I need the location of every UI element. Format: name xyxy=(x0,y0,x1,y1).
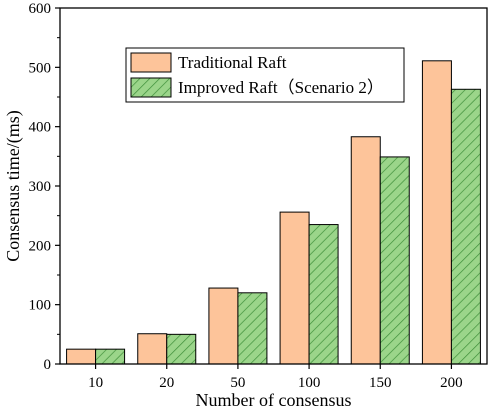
legend: Traditional Raft Improved Raft（Scenario … xyxy=(125,47,405,103)
y-tick-label-0: 0 xyxy=(44,357,52,373)
x-axis: 10 20 50 100 150 200 xyxy=(88,364,463,391)
bar-traditional-10 xyxy=(66,348,97,365)
y-tick-label-400: 400 xyxy=(29,120,52,136)
x-tick-label-10: 10 xyxy=(88,375,103,391)
y-axis: 0 100 200 300 400 500 600 xyxy=(29,1,60,373)
y-tick-label-500: 500 xyxy=(29,60,52,76)
legend-swatch-traditional xyxy=(130,52,172,73)
bar-improved-100 xyxy=(308,224,339,365)
y-tick-label-200: 200 xyxy=(29,238,52,254)
y-tick-label-300: 300 xyxy=(29,179,52,195)
y-axis-title: Consensus time/(ms) xyxy=(3,110,24,262)
bar-traditional-150 xyxy=(350,136,381,365)
bar-improved-200 xyxy=(450,88,481,365)
legend-box xyxy=(125,47,405,103)
x-tick-label-20: 20 xyxy=(159,375,174,391)
bar-traditional-200 xyxy=(421,60,452,365)
x-tick-label-100: 100 xyxy=(298,375,321,391)
x-tick-label-50: 50 xyxy=(230,375,245,391)
x-tick-label-200: 200 xyxy=(440,375,463,391)
bar-traditional-20 xyxy=(137,333,168,365)
x-axis-title: Number of consensus xyxy=(196,390,352,410)
bars-group xyxy=(66,60,481,365)
bar-traditional-100 xyxy=(279,211,310,365)
bar-improved-150 xyxy=(379,156,410,365)
legend-label-traditional: Traditional Raft xyxy=(178,53,287,72)
bar-improved-10 xyxy=(95,348,126,365)
y-tick-label-600: 600 xyxy=(29,1,52,17)
x-tick-label-150: 150 xyxy=(369,375,392,391)
bar-improved-20 xyxy=(166,333,197,365)
y-tick-label-100: 100 xyxy=(29,298,52,314)
bar-improved-50 xyxy=(237,292,268,365)
legend-label-improved: Improved Raft（Scenario 2） xyxy=(178,78,384,97)
legend-swatch-improved xyxy=(130,77,172,98)
bar-traditional-50 xyxy=(208,287,239,365)
